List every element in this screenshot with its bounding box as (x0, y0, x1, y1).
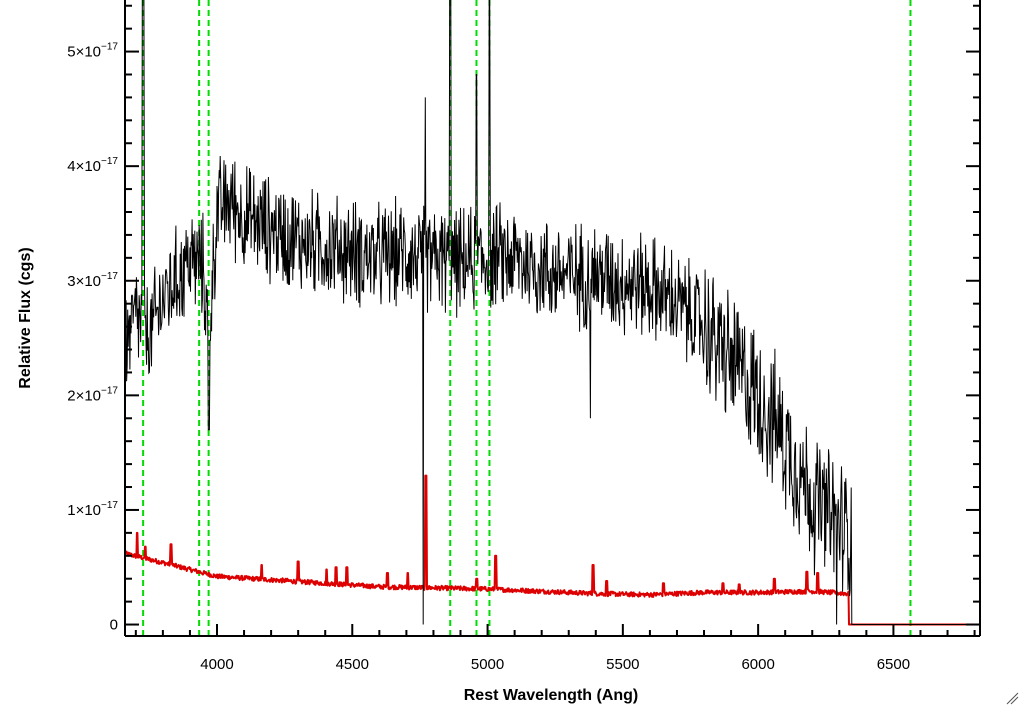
x-axis-title: Rest Wavelength (Ang) (464, 687, 639, 704)
y-tick-label: 3×10−17 (67, 271, 118, 290)
y-tick-label: 1×10−17 (67, 500, 118, 519)
series-spectrum (125, 0, 980, 625)
error-spectrum-line (125, 474, 980, 626)
x-tick-label: 5000 (471, 656, 504, 673)
x-tick-label: 6000 (741, 656, 774, 673)
reference-lines (142, 0, 912, 636)
axes (124, 0, 981, 637)
resize-grip-icon[interactable] (1006, 692, 1019, 705)
y-tick-label: 5×10−17 (67, 42, 118, 61)
y-tick-label: 0 (110, 617, 118, 634)
x-tick-label: 6500 (877, 656, 910, 673)
spectrum-line (125, 0, 980, 625)
y-tick-label: 2×10−17 (67, 385, 118, 404)
series-error (125, 474, 980, 626)
y-axis-ticks: 0 1×10−17 2×10−17 3×10−17 4×10−17 5×10−17 (67, 4, 980, 634)
y-axis-title: Relative Flux (cgs) (17, 247, 34, 388)
x-tick-label: 4000 (200, 656, 233, 673)
y-tick-label: 4×10−17 (67, 156, 118, 175)
x-tick-label: 5500 (606, 656, 639, 673)
x-axis-ticks: 4000 4500 5000 5500 6000 6500 (134, 624, 976, 673)
x-tick-label: 4500 (336, 656, 369, 673)
